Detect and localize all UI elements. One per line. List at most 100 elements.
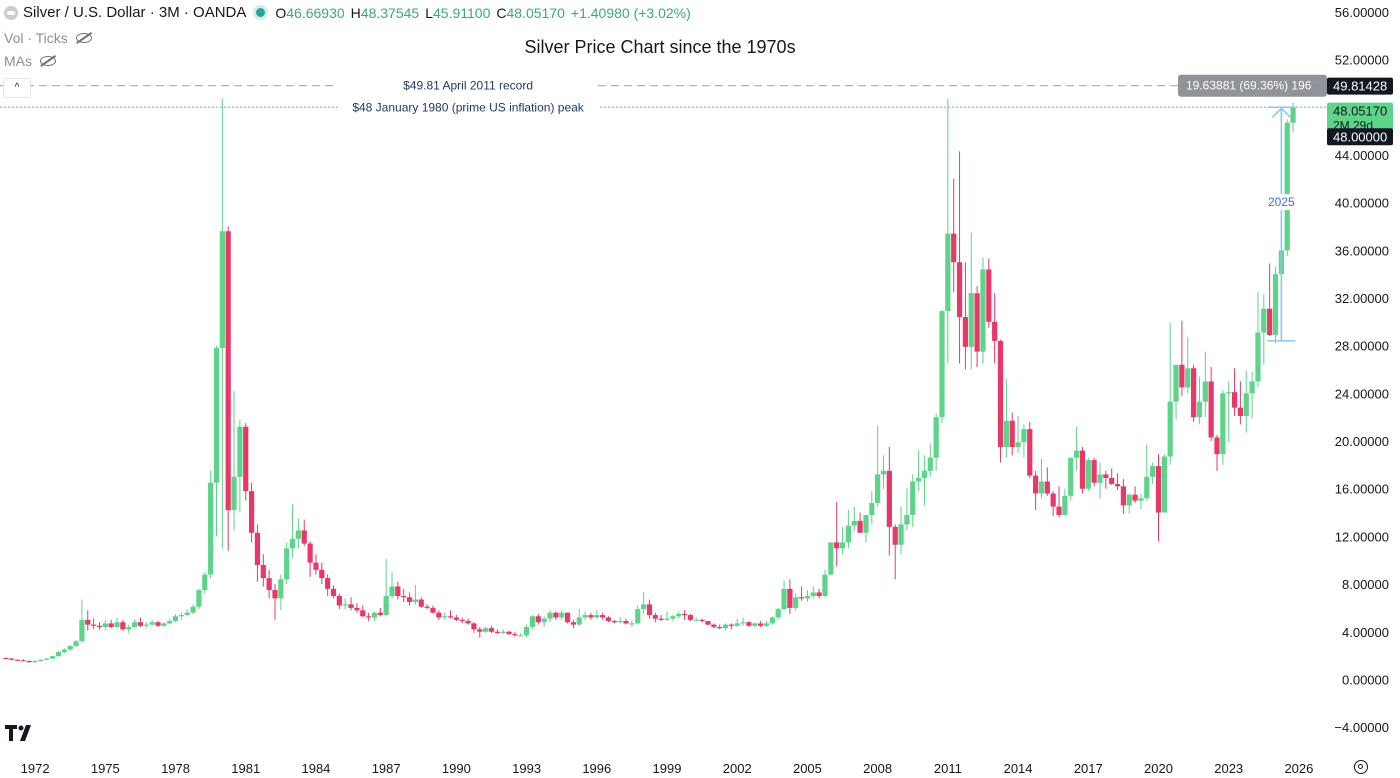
candle-body: [1144, 476, 1150, 499]
candle-body: [1062, 495, 1068, 515]
y-tick-label: 40.00000: [1335, 196, 1389, 211]
tradingview-logo-icon[interactable]: [5, 725, 37, 741]
silver-symbol-icon: [4, 5, 18, 20]
candle-body: [886, 470, 892, 527]
candle-body: [1249, 381, 1255, 394]
candle-body: [120, 622, 126, 630]
candle-body: [605, 617, 612, 622]
candle-body: [424, 606, 430, 608]
x-tick-label: 2017: [1074, 761, 1103, 776]
candle-body: [798, 597, 805, 599]
x-tick-label: 2014: [1004, 761, 1033, 776]
candle-body: [564, 612, 571, 623]
candle-body: [734, 623, 740, 626]
candle-body: [529, 616, 536, 627]
measure-info-label: 19.63881 (69.36%) 196: [1186, 79, 1312, 93]
candle-body: [839, 542, 846, 549]
symbol-title[interactable]: Silver / U.S. Dollar · 3M · OANDA: [23, 4, 247, 21]
candle-body: [1138, 498, 1144, 501]
candle-body: [781, 588, 787, 610]
candle-body: [1091, 460, 1097, 483]
candle-body: [1226, 392, 1232, 394]
candle-body: [851, 520, 857, 526]
candle-body: [471, 623, 477, 630]
x-tick-label: 1990: [442, 761, 471, 776]
candle-body: [155, 622, 161, 626]
candle-body: [1126, 494, 1132, 506]
candle-body: [225, 231, 231, 511]
candle-body: [149, 622, 155, 625]
candle-body: [711, 624, 717, 627]
arrow-label-2025: 2025: [1268, 195, 1295, 209]
price-tag-label: 48.00000: [1333, 129, 1387, 144]
candle-body: [307, 543, 313, 563]
x-tick-label: 1978: [161, 761, 190, 776]
candle-body: [114, 622, 120, 627]
candle-body: [1114, 483, 1121, 487]
x-tick-label: 2011: [934, 761, 962, 776]
candle-body: [330, 588, 337, 596]
ohlc-open: O46.66930: [275, 4, 345, 21]
candle-body: [1120, 486, 1126, 506]
candle-body: [453, 617, 459, 620]
candle-body: [1056, 506, 1062, 515]
candle-body: [594, 615, 600, 618]
eye-off-icon[interactable]: [75, 32, 92, 44]
candle-body: [629, 623, 635, 625]
x-tick-label: 1981: [231, 761, 260, 776]
candle-body: [804, 596, 811, 599]
candle-body: [951, 233, 957, 263]
candle-body: [933, 417, 939, 458]
candle-body: [769, 617, 775, 624]
candle-body: [1021, 429, 1027, 443]
price-tag-bg: [1327, 77, 1393, 95]
candle-body: [14, 659, 21, 661]
volume-label: Vol · Ticks: [4, 30, 68, 46]
y-tick-label: 24.00000: [1335, 386, 1389, 401]
candle-body: [523, 626, 530, 636]
candle-body: [746, 622, 752, 626]
candle-body: [20, 660, 27, 662]
candle-body: [55, 652, 62, 657]
candle-body: [1272, 274, 1279, 335]
candle-body: [436, 612, 442, 618]
y-tick-label: 36.00000: [1335, 243, 1389, 258]
horizontal-line-label: $49.81 April 2011 record: [403, 79, 533, 93]
candle-body: [939, 311, 945, 418]
candle-body: [1050, 493, 1056, 507]
candle-body: [38, 659, 44, 661]
candle-body: [693, 619, 699, 621]
candle-body: [635, 609, 641, 624]
candle-body: [875, 474, 881, 504]
candle-body: [845, 525, 851, 543]
candle-body: [131, 622, 138, 627]
candle-body: [898, 524, 904, 545]
candle-body: [500, 631, 506, 633]
price-tag-bg: [1327, 102, 1393, 135]
mas-legend[interactable]: MAs: [4, 53, 56, 69]
candle-body: [980, 269, 986, 352]
price-tag-bg: [1327, 128, 1393, 146]
horizontal-line-label-bg: [338, 98, 599, 115]
horizontal-lines: $49.81 April 2011 record $48 January 1980…: [0, 76, 1327, 115]
candle-body: [237, 426, 243, 477]
candle-body: [79, 619, 85, 642]
candle-body: [219, 231, 225, 349]
y-tick-label: 52.00000: [1335, 53, 1389, 68]
candle-body: [459, 619, 465, 622]
candle-body: [313, 562, 319, 570]
annotations: 2025 19.63881 (69.36%) 196: [1178, 74, 1327, 342]
candle-body: [289, 538, 296, 549]
collapse-legend-button[interactable]: ^: [3, 78, 31, 98]
volume-legend[interactable]: Vol · Ticks: [4, 30, 92, 46]
settings-gear-icon[interactable]: [1354, 760, 1368, 774]
candle-body: [137, 622, 144, 626]
candle-body: [126, 626, 132, 630]
candlestick-series: [3, 98, 1296, 663]
candle-body: [9, 658, 15, 660]
candle-body: [272, 590, 278, 599]
candle-body: [535, 616, 541, 623]
eye-off-icon[interactable]: [40, 55, 56, 67]
